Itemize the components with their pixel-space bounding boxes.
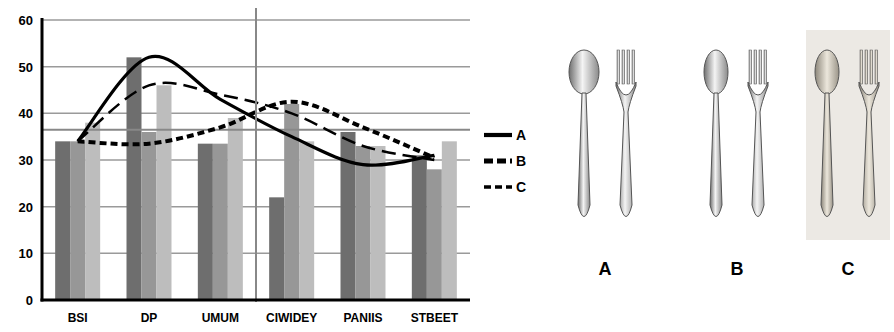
photo-ground <box>806 30 890 240</box>
bar <box>142 132 157 300</box>
y-tick-label: 20 <box>19 200 33 215</box>
x-tick-label: STBEET <box>411 311 459 325</box>
legend-swatch <box>484 185 512 189</box>
y-tick-label: 50 <box>19 60 33 75</box>
panel-label: C <box>842 259 855 279</box>
x-tick-label: CIWIDEY <box>266 311 317 325</box>
cutlery-image <box>704 50 768 217</box>
bar <box>55 141 70 300</box>
chart: 0 10 20 30 40 50 60 BSI DP UMUM CIWIDEY PANIIS STBEE… <box>0 0 894 332</box>
bar <box>442 141 457 300</box>
y-tick-label: 10 <box>19 246 33 261</box>
bar <box>228 118 243 300</box>
legend-label: C <box>516 179 526 195</box>
cutlery-image <box>569 50 636 217</box>
bar <box>198 144 213 300</box>
y-tick-label: 30 <box>19 153 33 168</box>
bar <box>427 169 442 300</box>
bar <box>157 85 172 300</box>
panel-label: A <box>599 259 612 279</box>
cutlery-image <box>806 30 890 240</box>
divider <box>255 8 257 302</box>
bar <box>269 197 284 300</box>
bar <box>371 146 386 300</box>
x-axis <box>41 299 471 302</box>
legend-label: B <box>516 153 526 169</box>
bar <box>70 141 85 300</box>
y-tick-label: 60 <box>19 13 33 28</box>
bar <box>356 146 371 300</box>
legend-swatch <box>484 133 512 137</box>
x-tick-label: DP <box>141 311 158 325</box>
bar <box>213 144 228 300</box>
x-tick-label: BSI <box>68 311 88 325</box>
legend-swatch <box>484 159 512 164</box>
bar <box>85 123 100 300</box>
panel-label: B <box>731 259 744 279</box>
y-tick-label: 0 <box>26 293 33 308</box>
y-axis <box>41 18 44 302</box>
x-tick-label: UMUM <box>202 311 239 325</box>
y-tick-label: 40 <box>19 106 33 121</box>
legend-label: A <box>516 127 526 143</box>
x-tick-label: PANIIS <box>343 311 382 325</box>
bar <box>412 155 427 300</box>
bar <box>299 141 314 300</box>
bar <box>341 132 356 300</box>
